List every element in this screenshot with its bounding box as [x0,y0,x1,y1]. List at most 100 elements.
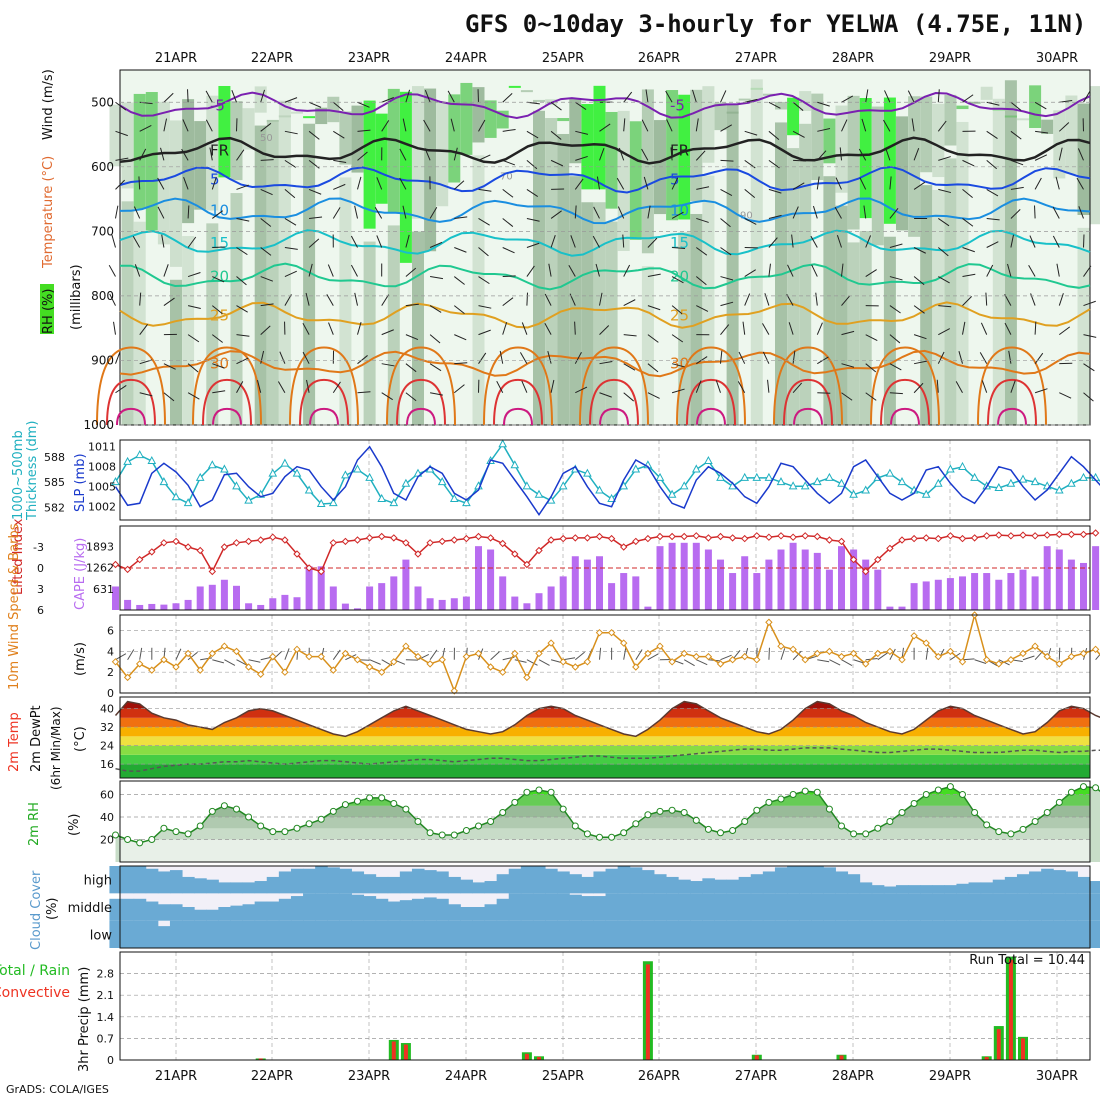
cape-bar [1080,563,1087,610]
rh-marker [391,801,397,807]
lifted-index-marker [911,536,917,542]
rh-cell [884,237,896,425]
cloud-cell [727,921,740,948]
rh-tick: 40 [100,811,114,824]
rh-marker [802,788,808,794]
cloud-cell [1053,921,1066,948]
rh-cell [787,98,799,135]
rh-marker [415,819,421,825]
cape-bar [620,573,627,610]
cape-bar [657,546,664,610]
cloud-cell [279,871,292,893]
cape-bar [499,576,506,610]
cloud-cell [956,921,969,948]
cloud-cell [920,893,933,920]
wind-speed-marker [439,657,445,663]
temp-unit-label: (°C) [73,726,88,752]
cloud-cell [364,874,377,893]
cape-bar [826,570,833,610]
surface-wind-barb [563,658,575,660]
cape-bar [862,560,869,610]
temp-band [120,746,1090,755]
cloud-cell [436,921,449,948]
rh-cell [521,90,533,92]
rh-unit-label: (%) [67,814,82,837]
rh-cell [594,86,606,190]
thickness-marker [886,470,893,477]
rh-tick: 20 [100,834,114,847]
rh-cell [557,118,569,121]
cloud-cell [533,893,546,920]
cloud-cell [1005,893,1018,920]
cloud-cell [932,885,945,893]
lifted-index-marker [367,535,373,541]
surface-wind-barb [963,659,975,660]
thickness-marker [826,474,833,481]
cape-bar [439,600,446,610]
cape-bar [197,586,204,610]
cloud-cell [811,893,824,920]
rh-cell [581,202,593,425]
lifted-index-marker [197,548,203,554]
rh-marker [935,787,941,793]
temp-band [120,727,1090,736]
cloud-cell [460,921,473,948]
cloud-cell [702,893,715,920]
cape-label: CAPE (J/kg) [73,538,88,610]
lifted-index-marker [1032,533,1038,539]
rh-cell [678,232,690,425]
rh-cell [485,100,497,138]
rh-cell [1090,86,1100,224]
rh-cell [618,111,630,251]
precip-frame [120,952,1090,1060]
rh-marker [1032,819,1038,825]
rh-cell [920,97,932,173]
cape-bar [911,583,918,610]
cloud-cell [509,869,522,894]
cloud-cell [327,921,340,948]
cloud-cell [279,899,292,921]
thickness-marker [899,478,906,485]
rh-cell [1017,118,1029,120]
precip-convective-bar [646,964,650,1060]
cloud-cell [267,877,280,893]
cape-bar [923,581,930,610]
precip-tick: 2.8 [97,968,115,981]
temp-tick: 24 [100,740,114,753]
precip-unit-label: 3hr Precip (mm) [77,967,92,1072]
cape-bar [475,546,482,610]
surface-wind-barb [491,652,500,660]
cloud-cell [170,904,183,920]
isotherm-label: 15 [670,234,689,252]
surface-wind-barb [624,648,626,660]
cloud-cell [593,896,606,921]
rh-marker [173,829,179,835]
rh-marker [318,816,324,822]
rh-marker [669,807,675,813]
rh-marker [246,814,252,820]
cloud-cell [557,893,570,920]
rh-marker [633,821,639,827]
cloud-cell [170,921,183,948]
cloud-cell [884,893,897,920]
surface-wind-barb [370,660,381,665]
cape-bar [802,550,809,610]
surface-wind-barb [575,652,584,660]
cloud-cell [448,921,461,948]
slp-thickness-frame [120,440,1090,520]
cloud-cell [920,921,933,948]
rh-cell [158,102,170,245]
lifted-index-marker [451,537,457,543]
lifted-index-marker [258,537,264,543]
cape-bar [451,598,458,610]
cape-bar [644,607,651,610]
lifted-index-marker [463,536,469,542]
cape-bar [971,573,978,610]
rh-band [120,817,1090,828]
rh-marker [548,789,554,795]
cloud-cell [400,921,413,948]
surface-wind-barb [128,649,134,659]
cloud-cell [1077,893,1090,920]
cloud-cell [243,904,256,920]
cloud-cell [1090,921,1100,948]
